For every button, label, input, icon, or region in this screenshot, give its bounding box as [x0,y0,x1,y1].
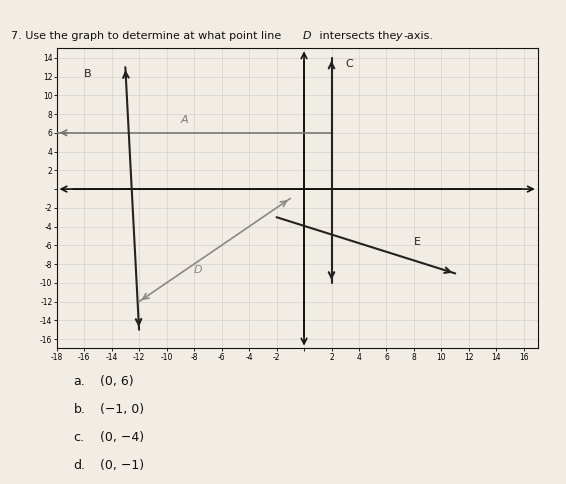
Text: (0, −1): (0, −1) [96,459,144,472]
Text: A: A [181,115,188,125]
Text: (0, 6): (0, 6) [96,375,134,388]
Text: d.: d. [74,459,85,472]
Text: y: y [395,31,402,42]
Text: D: D [303,31,311,42]
Text: (−1, 0): (−1, 0) [96,403,144,416]
Text: a.: a. [74,375,85,388]
Text: b.: b. [74,403,85,416]
Text: intersects the: intersects the [316,31,400,42]
Text: 7. Use the graph to determine at what point line: 7. Use the graph to determine at what po… [11,31,285,42]
Text: C: C [345,59,353,69]
Text: c.: c. [74,431,84,444]
Text: (0, −4): (0, −4) [96,431,144,444]
Text: B: B [84,69,92,78]
Text: -axis.: -axis. [403,31,433,42]
Text: E: E [414,237,421,247]
Text: D: D [194,265,203,275]
